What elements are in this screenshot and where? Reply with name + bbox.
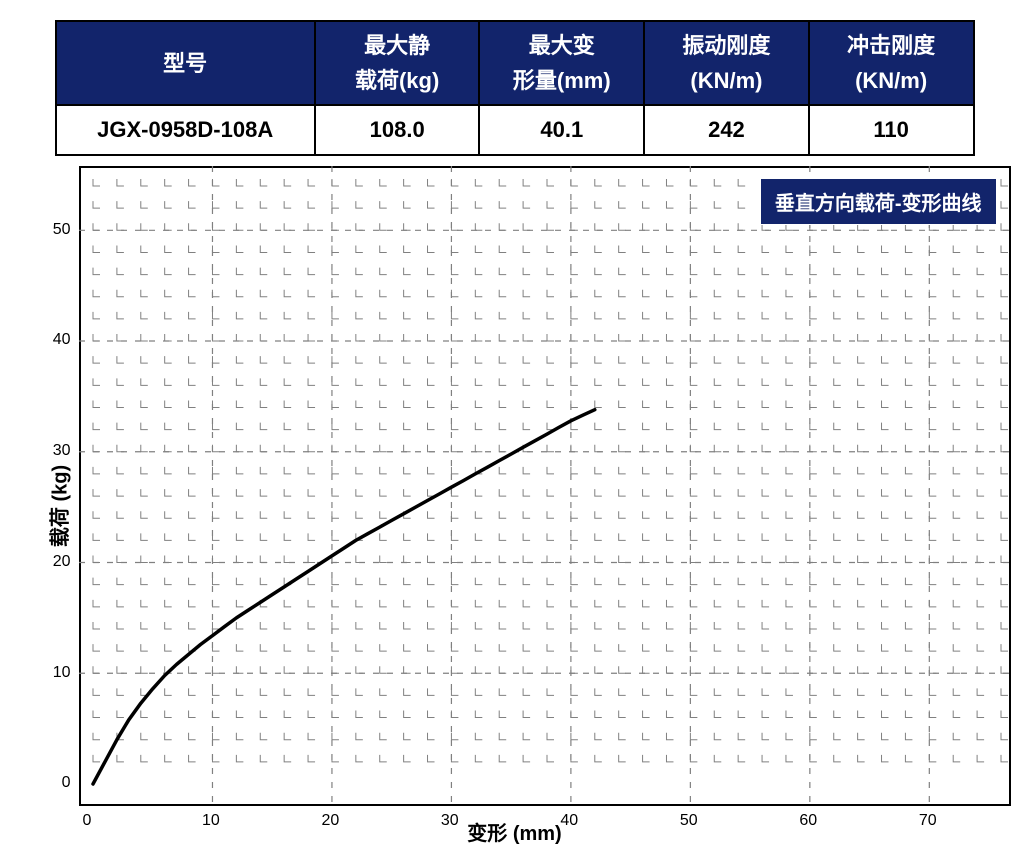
spec-data-row: JGX-0958D-108A108.040.1242110 (56, 105, 974, 155)
y-tick-label: 10 (53, 664, 71, 682)
y-tick-label: 0 (62, 774, 71, 792)
chart-legend: 垂直方向载荷-变形曲线 (760, 178, 997, 225)
x-tick-label: 50 (680, 812, 698, 830)
spec-header-cell: 冲击刚度(KN/m) (809, 21, 974, 105)
x-axis-label: 变形 (mm) (467, 817, 561, 846)
spec-header-cell: 型号 (56, 21, 315, 105)
x-tick-label: 60 (799, 812, 817, 830)
x-tick-label: 40 (560, 812, 578, 830)
spec-data-cell: 242 (644, 105, 809, 155)
spec-data-cell: 40.1 (479, 105, 644, 155)
y-tick-label: 20 (53, 553, 71, 571)
spec-header-cell: 最大变形量(mm) (479, 21, 644, 105)
x-tick-label: 70 (919, 812, 937, 830)
x-tick-label: 10 (202, 812, 220, 830)
spec-header-cell: 最大静载荷(kg) (315, 21, 480, 105)
y-tick-label: 30 (53, 442, 71, 460)
spec-data-cell: JGX-0958D-108A (56, 105, 315, 155)
y-tick-label: 50 (53, 221, 71, 239)
chart-container: 垂直方向载荷-变形曲线 载荷 (kg) 变形 (mm) 0 10 20 30 40 50 6… (15, 166, 1015, 846)
x-tick-label: 30 (441, 812, 459, 830)
x-tick-label: 20 (321, 812, 339, 830)
spec-header-cell: 振动刚度(KN/m) (644, 21, 809, 105)
load-deformation-chart (15, 166, 1015, 846)
x-tick-label: 0 (83, 812, 92, 830)
y-axis-label: 载荷 (kg) (43, 465, 72, 547)
y-tick-label: 40 (53, 331, 71, 349)
spec-table: 型号最大静载荷(kg)最大变形量(mm)振动刚度(KN/m)冲击刚度(KN/m)… (55, 20, 975, 156)
spec-header-row: 型号最大静载荷(kg)最大变形量(mm)振动刚度(KN/m)冲击刚度(KN/m) (56, 21, 974, 105)
spec-data-cell: 110 (809, 105, 974, 155)
spec-data-cell: 108.0 (315, 105, 480, 155)
